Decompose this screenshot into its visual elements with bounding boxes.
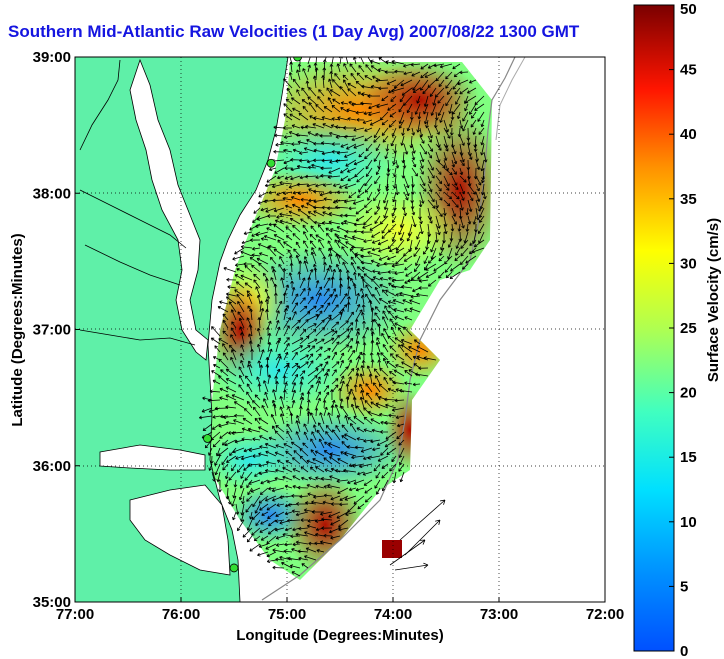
delaware-bay-shore bbox=[79, 59, 121, 151]
colorbar-ticks: 0 5 10 15 20 25 30 35 40 45 50 bbox=[669, 1, 697, 659]
x-axis-label: Longitude (Degrees:Minutes) bbox=[236, 627, 444, 644]
y-axis-label: Latitude (Degrees:Minutes) bbox=[9, 233, 26, 426]
station-markers bbox=[203, 57, 302, 573]
station-mid bbox=[266, 158, 276, 168]
station-south bbox=[203, 434, 212, 443]
colorbar-tick-label: 20 bbox=[680, 385, 697, 402]
colorbar-tick-label: 40 bbox=[680, 126, 697, 143]
y-tick-label: 37:00 bbox=[33, 322, 71, 339]
potomac-river bbox=[79, 189, 187, 249]
map-title: Southern Mid-Atlantic Raw Velocities (1 … bbox=[8, 22, 580, 41]
velocity-arrow-set bbox=[198, 57, 488, 577]
colorbar-tick-label: 10 bbox=[680, 514, 697, 531]
x-tick-label: 76:00 bbox=[162, 606, 200, 623]
velocity-cell bbox=[382, 540, 402, 558]
colorbar-tick-label: 45 bbox=[680, 62, 697, 79]
colorbar-tick-label: 5 bbox=[680, 578, 688, 595]
map-area bbox=[75, 57, 605, 602]
y-tick-label: 39:00 bbox=[33, 49, 71, 66]
rappahannock-river bbox=[84, 244, 181, 286]
colorbar-scale bbox=[633, 4, 675, 652]
pamlico-sound bbox=[129, 484, 231, 576]
shelf-contour-outer bbox=[495, 57, 526, 141]
colorbar-tick-label: 50 bbox=[680, 1, 697, 18]
james-river bbox=[79, 329, 196, 346]
velocity-arrow bbox=[399, 499, 446, 541]
y-tick-label: 35:00 bbox=[33, 594, 71, 611]
y-tick-label: 38:00 bbox=[33, 185, 71, 202]
colorbar-label: Surface Velocity (cm/s) bbox=[705, 218, 722, 382]
velocity-arrow bbox=[389, 539, 426, 566]
x-tick-label: 75:00 bbox=[268, 606, 306, 623]
x-tick-label: 74:00 bbox=[374, 606, 412, 623]
albemarle-sound bbox=[99, 444, 206, 471]
velocity-arrow bbox=[394, 562, 429, 571]
velocity-arrow bbox=[404, 519, 441, 556]
y-axis: 39:00 38:00 37:00 36:00 35:00 bbox=[33, 49, 80, 611]
colorbar: 0 5 10 15 20 25 30 35 40 45 50 Surface Velocity (c… bbox=[633, 1, 722, 659]
colorbar-tick-label: 25 bbox=[680, 320, 697, 337]
x-axis: 77:00 76:00 75:00 74:00 73:00 72:00 bbox=[56, 597, 624, 623]
colorbar-tick-label: 35 bbox=[680, 191, 697, 208]
y-tick-label: 36:00 bbox=[33, 458, 71, 475]
chesapeake-bay bbox=[129, 58, 209, 361]
x-tick-label: 72:00 bbox=[586, 606, 624, 623]
colorbar-tick-label: 15 bbox=[680, 449, 697, 466]
station-hatteras bbox=[229, 563, 239, 573]
station-north bbox=[293, 57, 302, 62]
x-tick-label: 77:00 bbox=[56, 606, 94, 623]
shelf-contour bbox=[261, 57, 516, 601]
x-tick-label: 73:00 bbox=[480, 606, 518, 623]
colorbar-tick-label: 30 bbox=[680, 255, 697, 272]
velocity-arrows bbox=[198, 57, 488, 577]
colorbar-tick-label: 0 bbox=[680, 643, 688, 659]
